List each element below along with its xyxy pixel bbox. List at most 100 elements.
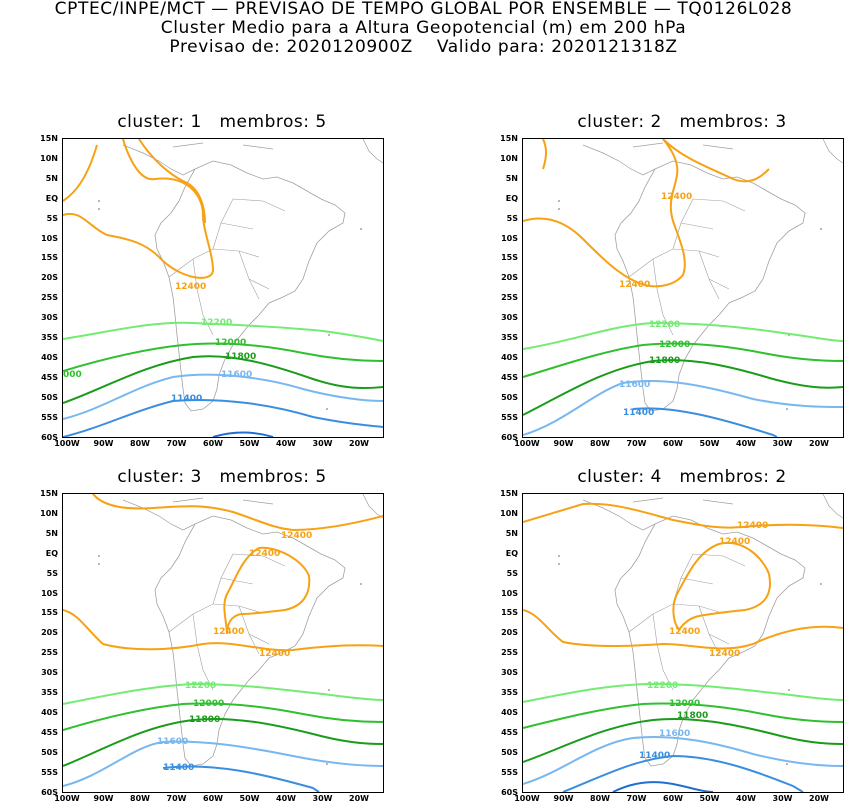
label-11400: 11400 (623, 408, 654, 418)
lat-label: 15S (501, 608, 518, 618)
lat-label: 10S (41, 588, 58, 598)
lat-label: 10S (501, 588, 518, 598)
lat-label: 40S (501, 707, 518, 717)
lon-label: 100W (54, 439, 80, 448)
lat-label: 5N (505, 528, 518, 538)
lat-label: 25S (41, 648, 58, 658)
lon-label: 40W (276, 794, 296, 803)
lat-label: 5S (46, 568, 58, 578)
lon-label: 40W (736, 794, 756, 803)
lon-label: 80W (590, 439, 610, 448)
header-line-2: Cluster Medio para a Altura Geopotencial… (160, 18, 687, 38)
lon-label: 80W (130, 439, 150, 448)
lat-label: 5S (506, 213, 518, 223)
lat-label: 45S (501, 727, 518, 737)
label-12200: 12200 (201, 318, 232, 328)
lat-label: 5N (505, 173, 518, 183)
lat-label: 20S (501, 628, 518, 638)
lat-label: 55S (41, 767, 58, 777)
lat-label: 5N (45, 173, 58, 183)
lat-label: 15S (41, 253, 58, 263)
lat-label: 15N (40, 489, 58, 498)
lon-label: 100W (514, 439, 540, 448)
lat-label: 50S (501, 392, 518, 402)
lat-label: 40S (501, 352, 518, 362)
lon-label: 80W (130, 794, 150, 803)
lon-label: 50W (699, 794, 720, 803)
lon-label: 70W (626, 439, 647, 448)
label-12400c: 12400 (213, 627, 244, 637)
lon-label: 100W (54, 794, 80, 803)
panel-1-contours: 12400 12200 12000 000 11800 11600 11400 (63, 139, 383, 437)
lat-label: 10N (40, 153, 58, 163)
lon-label: 60W (663, 794, 683, 803)
lon-label: 50W (239, 439, 260, 448)
lat-label: 50S (41, 392, 58, 402)
lat-label: 10N (500, 508, 518, 518)
label-12400a: 12400 (661, 192, 692, 202)
lat-label: 15S (501, 253, 518, 263)
label-12000: 12000 (215, 338, 246, 348)
lon-label: 90W (93, 794, 114, 803)
label-12000: 12000 (659, 340, 690, 350)
lat-label: 5N (45, 528, 58, 538)
lat-label: 15N (40, 134, 58, 143)
lat-label: 30S (41, 668, 58, 678)
lon-label: 60W (203, 439, 223, 448)
label-11800: 11800 (225, 352, 256, 362)
lat-label: 15N (500, 134, 518, 143)
lat-label: 35S (41, 333, 58, 342)
label-12400d: 12400 (709, 649, 740, 659)
lat-label: 15N (500, 489, 518, 498)
lat-label: 5S (506, 568, 518, 578)
lat-label: 50S (41, 747, 58, 757)
panel-3-title: cluster: 3 membros: 5 (117, 467, 327, 487)
lat-label: 35S (41, 688, 58, 697)
lat-label: 30S (41, 313, 58, 323)
lon-label: 20W (349, 794, 369, 803)
lon-label: 20W (809, 794, 829, 803)
lon-label: 30W (312, 794, 333, 803)
lon-label: 40W (276, 439, 296, 448)
lat-label: 45S (41, 727, 58, 737)
lat-label: 35S (501, 333, 518, 342)
label-12400b: 12400 (619, 280, 650, 290)
panel-4-title: cluster: 4 membros: 2 (577, 467, 787, 487)
lon-label: 100W (514, 794, 540, 803)
label-11800: 11800 (189, 715, 220, 725)
lon-label: 70W (626, 794, 647, 803)
lat-label: 45S (41, 372, 58, 382)
lat-label: 20S (501, 273, 518, 283)
lat-label: 30S (501, 668, 518, 678)
lat-label: EQ (45, 193, 58, 203)
lat-label: 60S (501, 787, 518, 797)
lat-label: 25S (41, 293, 58, 303)
label-12400a: 12400 (737, 521, 768, 531)
lon-label: 50W (699, 439, 720, 448)
label-12400c: 12400 (669, 627, 700, 637)
label-12400b: 12400 (719, 537, 750, 547)
lon-label: 20W (349, 439, 369, 448)
header-line-1: CPTEC/INPE/MCT — PREVISAO DE TEMPO GLOBA… (54, 0, 793, 19)
lon-label: 70W (166, 439, 187, 448)
lat-label: 20S (41, 273, 58, 283)
label-11800: 11800 (677, 711, 708, 721)
label-11600: 11600 (619, 380, 650, 390)
panel-3-contours: 12400 12400 12400 12400 12200 12000 1180… (63, 494, 383, 792)
lat-label: 10S (501, 233, 518, 243)
label-12400d: 12400 (259, 649, 290, 659)
label-11400: 11400 (163, 763, 194, 773)
lat-label: 55S (41, 412, 58, 422)
panel-4-contours: 12400 12400 12400 12400 12200 12000 1180… (523, 494, 843, 792)
contour-12400 (63, 139, 215, 279)
lon-label: 80W (590, 794, 610, 803)
lat-label: EQ (505, 193, 518, 203)
panel-4-map: 12400 12400 12400 12400 12200 12000 1180… (522, 493, 844, 793)
panel-3-map: 12400 12400 12400 12400 12200 12000 1180… (62, 493, 384, 793)
panel-2-title: cluster: 2 membros: 3 (577, 112, 787, 132)
lat-label: 25S (501, 648, 518, 658)
label-11800: 11800 (649, 356, 680, 366)
lon-label: 20W (809, 439, 829, 448)
label-12200: 12200 (649, 320, 680, 330)
lat-label: 30S (501, 313, 518, 323)
